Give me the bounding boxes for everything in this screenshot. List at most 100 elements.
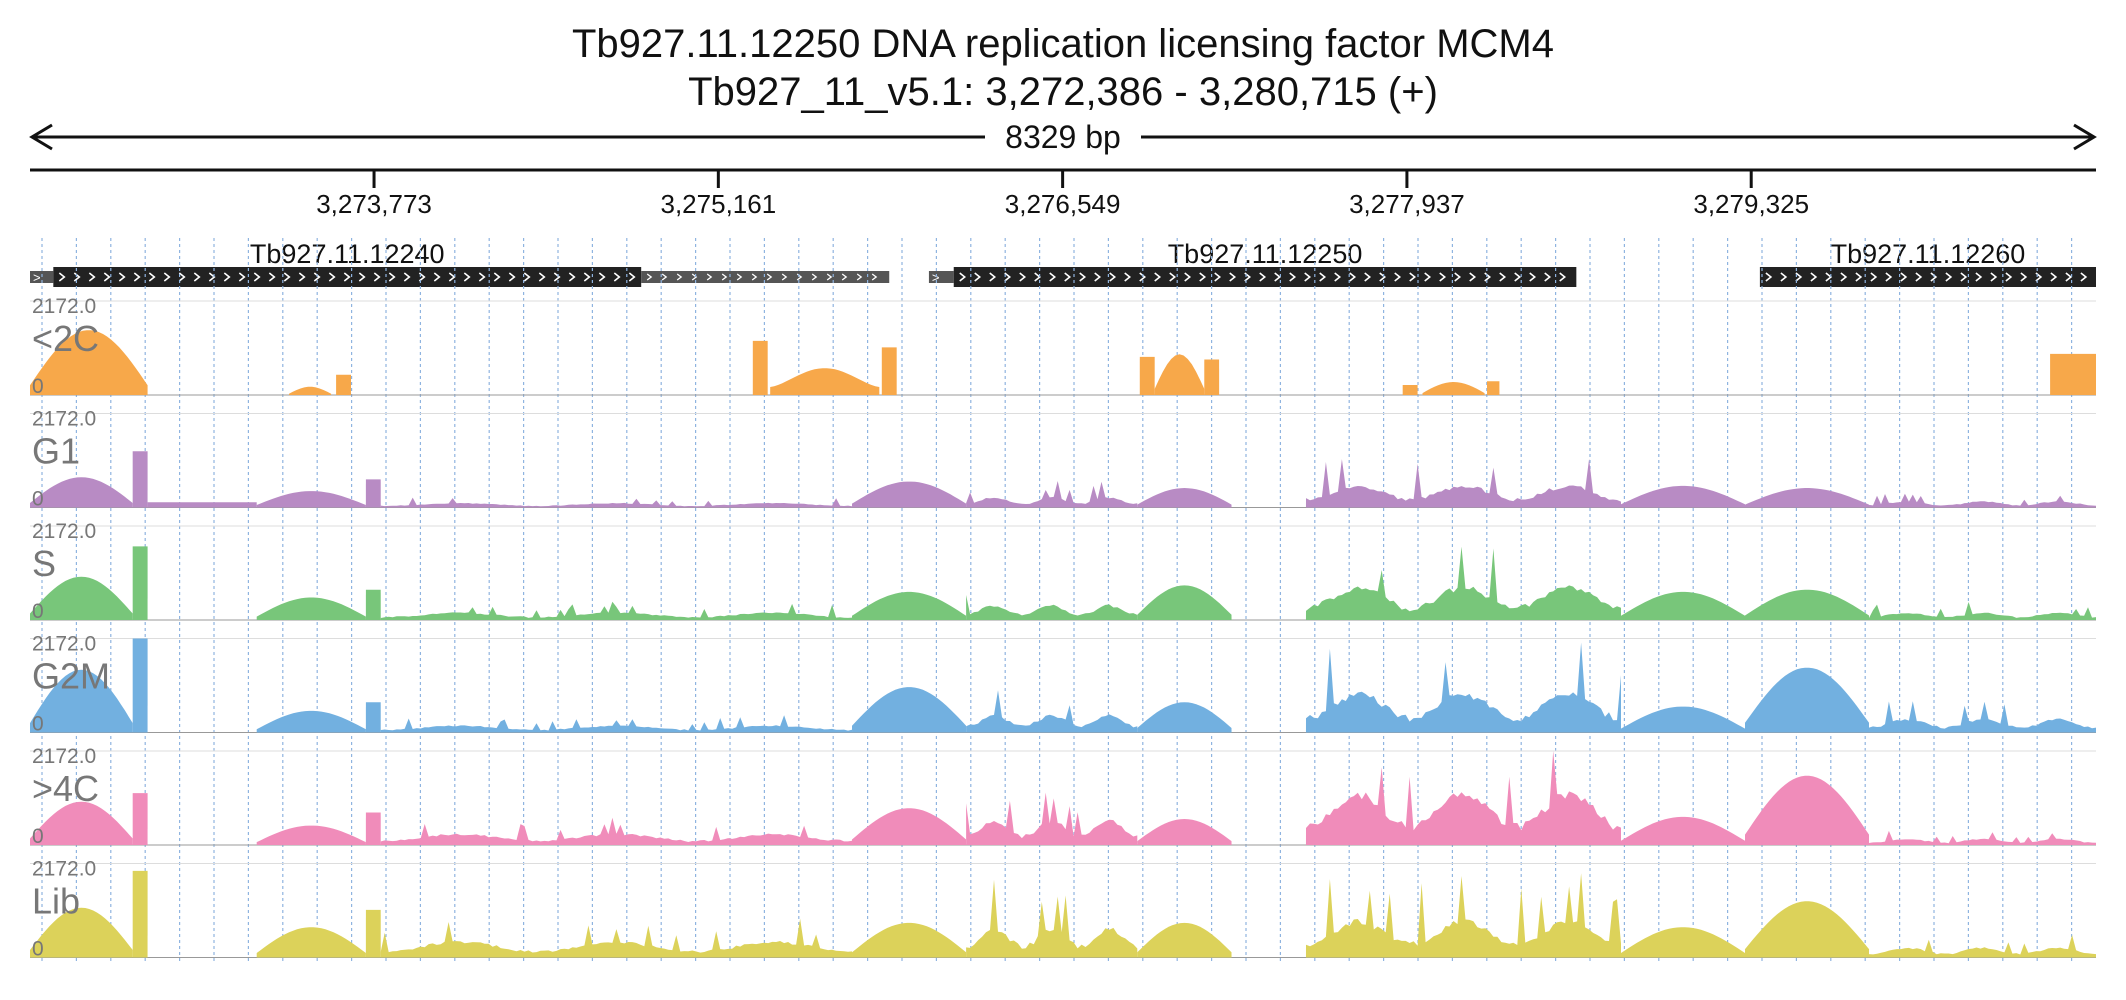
coverage-area [256,927,366,958]
chevron [1930,272,1938,282]
chevron [706,273,713,281]
chevron [178,272,186,282]
coverage-area [852,687,967,733]
track-label: >4C [32,768,99,809]
chevron [1334,272,1342,282]
track-label: Lib [32,881,80,922]
coverage-area [966,792,1138,845]
chevron [523,272,531,282]
coverage-area [1305,546,1621,620]
chevron [2005,272,2013,282]
coverage-area [132,546,148,620]
chevron [1559,272,1567,282]
chevron [1109,272,1117,282]
chevron [1259,272,1267,282]
coverage-area [380,918,853,958]
coverage-area [365,812,381,845]
chevron [1019,272,1027,282]
coverage-area [1745,775,1870,845]
coverage-area [30,477,133,508]
chevron [811,273,818,281]
chevron [2065,272,2073,282]
chevron [2050,272,2058,282]
coverage-area [30,801,133,845]
ruler-tick-label: 3,279,325 [1693,189,1809,219]
gene-label: Tb927.11.12240 [250,239,445,269]
coverage-area [966,879,1138,958]
chevron [613,272,621,282]
chevron [1349,272,1357,282]
chevron [1900,272,1908,282]
coverage-area [1137,922,1232,958]
chevron [1454,272,1462,282]
coverage-area [852,481,967,508]
chevron [1870,272,1878,282]
coverage-area [1137,488,1232,508]
coverage-area [1620,591,1746,620]
chevron [1304,272,1312,282]
strand-chevrons: > [932,270,940,285]
chevron [388,272,396,282]
chevron [1079,272,1087,282]
coverage-area [380,817,853,845]
locus-title: Tb927_11_v5.1: 3,272,386 - 3,280,715 (+) [688,70,1438,114]
coverage-area [966,690,1138,733]
chevron [736,273,743,281]
coverage-area [132,793,148,845]
span-label: 8329 bp [1005,119,1121,155]
chevron [1990,272,1998,282]
chevron [1049,272,1057,282]
coverage-area [752,340,768,395]
coverage-area [132,870,148,958]
gene-utr [641,271,890,283]
coverage-area [966,481,1138,508]
y-min-label: 0 [32,600,44,623]
chevron [1214,272,1222,282]
chevron [463,272,471,282]
chevron [721,273,728,281]
coverage-area [1869,602,2096,620]
coverage-area [380,497,853,508]
y-min-label: 0 [32,825,44,848]
track-Lib: 2172.0 0 Lib [30,858,2096,961]
chevron [1184,272,1192,282]
coverage-area [1402,385,1418,395]
chevron [1795,272,1803,282]
coverage-area [1139,356,1155,395]
chevron [553,272,561,282]
chevron [118,272,126,282]
chevron [1409,272,1417,282]
chevron [163,272,171,282]
chevron [1960,272,1968,282]
coverage-area [1305,873,1621,958]
coverage-area [1869,701,2096,733]
chevron [1274,272,1282,282]
gene-title: Tb927.11.12250 DNA replication licensing… [572,22,1554,66]
chevron [871,273,878,281]
chevron [1064,272,1072,282]
gene-Tb927.11.12250: > Tb927.11.12250 [928,239,1577,287]
track-G2M: 2172.0 0 G2M [30,633,2096,736]
chevron [403,272,411,282]
chevron [328,272,336,282]
coverage-area [1620,816,1746,845]
chevron [856,273,863,281]
coverage-area [1137,585,1232,620]
y-min-label: 0 [32,713,44,736]
strand-chevrons: > [33,270,41,285]
chevron [1124,272,1132,282]
coverage-area [966,595,1138,620]
chevron [1975,272,1983,282]
chevron [1379,272,1387,282]
gene-label: Tb927.11.12260 [1831,239,2026,269]
chevron [268,272,276,282]
span-arrow-left [29,123,53,151]
gene-label: Tb927.11.12250 [1168,239,1363,269]
coverage-area [1204,359,1220,395]
chevron [1394,272,1402,282]
y-max-label: 2172.0 [32,633,96,656]
chevron [841,273,848,281]
track-label: <2C [32,318,99,359]
chevron [103,272,111,282]
chevron [1439,272,1447,282]
